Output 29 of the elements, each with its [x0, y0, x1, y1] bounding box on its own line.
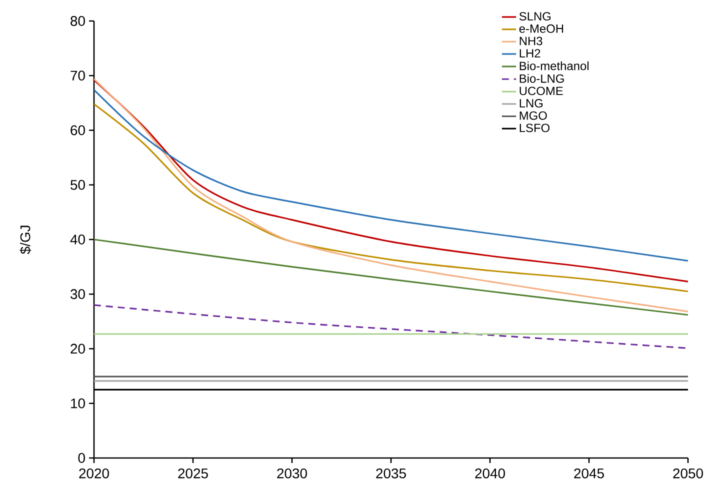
x-tick-label: 2020 — [79, 468, 109, 478]
x-tick-label: 2025 — [178, 468, 208, 478]
legend-label: SLNG — [519, 12, 551, 21]
legend-label: MGO — [520, 111, 547, 120]
y-tick-label: 50 — [70, 180, 85, 190]
legend-label: LSFO — [520, 124, 550, 132]
y-tick-label: 60 — [70, 125, 85, 136]
legend-label: UCOME — [520, 86, 563, 96]
x-tick-label: 2035 — [376, 468, 406, 478]
x-tick-label: 2030 — [277, 468, 307, 478]
y-tick-label: 20 — [70, 344, 85, 354]
y-axis-title: $/GJ — [20, 226, 32, 254]
legend-label: LNG — [520, 99, 543, 108]
x-tick-label: 2045 — [574, 468, 604, 478]
legend-label: Bio-methanol — [520, 61, 588, 70]
legend-label: LH2 — [520, 49, 540, 58]
legend-label: Bio-LNG — [520, 74, 564, 83]
legend-label: e-MeOH — [519, 24, 564, 33]
y-tick-label: 0 — [78, 453, 85, 463]
line-series — [94, 238, 688, 316]
x-tick-label: 2040 — [475, 468, 505, 478]
y-tick-label: 10 — [71, 398, 85, 408]
y-tick-label: 70 — [70, 70, 85, 81]
line-series — [94, 304, 688, 349]
y-tick-label: 80 — [70, 16, 85, 26]
y-tick-label: 40 — [70, 234, 85, 244]
y-tick-label: 30 — [70, 289, 85, 300]
legend-label: NH3 — [520, 36, 542, 46]
x-tick-label: 2050 — [673, 468, 703, 478]
